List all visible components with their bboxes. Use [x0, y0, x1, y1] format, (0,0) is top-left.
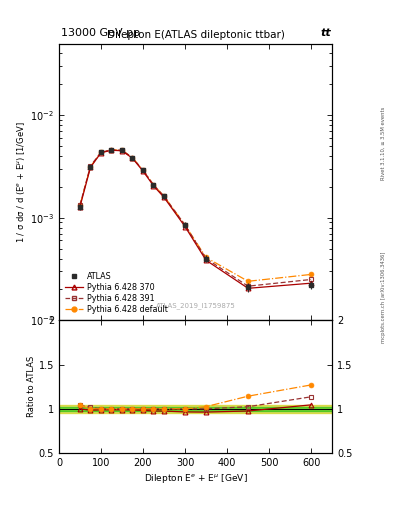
Y-axis label: 1 / σ dσ / d (E$^{e}$ + E$^{\mu}$) [1/GeV]: 1 / σ dσ / d (E$^{e}$ + E$^{\mu}$) [1/Ge… [15, 121, 27, 243]
Text: Rivet 3.1.10, ≥ 3.5M events: Rivet 3.1.10, ≥ 3.5M events [381, 106, 386, 180]
Text: ATLAS_2019_I1759875: ATLAS_2019_I1759875 [156, 303, 235, 309]
Text: mcplots.cern.ch [arXiv:1306.3436]: mcplots.cern.ch [arXiv:1306.3436] [381, 251, 386, 343]
Title: Dilepton E(ATLAS dileptonic ttbar): Dilepton E(ATLAS dileptonic ttbar) [107, 30, 285, 40]
Legend: ATLAS, Pythia 6.428 370, Pythia 6.428 391, Pythia 6.428 default: ATLAS, Pythia 6.428 370, Pythia 6.428 39… [63, 269, 171, 316]
Y-axis label: Ratio to ATLAS: Ratio to ATLAS [27, 356, 36, 417]
Text: tt: tt [321, 28, 331, 38]
Text: 13000 GeV pp: 13000 GeV pp [61, 28, 140, 38]
X-axis label: Dilepton E$^{e}$ + E$^{\mu}$ [GeV]: Dilepton E$^{e}$ + E$^{\mu}$ [GeV] [144, 472, 247, 485]
